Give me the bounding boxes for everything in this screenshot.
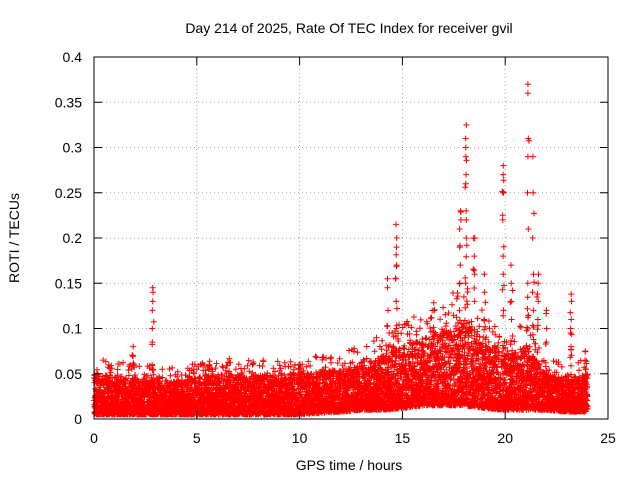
x-tick-label: 20 — [497, 430, 513, 446]
x-axis-label: GPS time / hours — [296, 457, 403, 473]
x-tick-label: 5 — [193, 430, 201, 446]
chart-title: Day 214 of 2025, Rate Of TEC Index for r… — [185, 20, 512, 36]
x-tick-label: 15 — [395, 430, 411, 446]
y-tick-label: 0.15 — [55, 275, 82, 291]
y-tick-label: 0 — [74, 411, 82, 427]
y-tick-label: 0.4 — [63, 49, 83, 65]
x-tick-label: 0 — [90, 430, 98, 446]
axis-ticks — [93, 56, 609, 420]
x-tick-label: 25 — [600, 430, 616, 446]
y-tick-label: 0.3 — [63, 140, 83, 156]
y-tick-label: 0.35 — [55, 94, 82, 110]
y-tick-label: 0.2 — [63, 230, 83, 246]
y-tick-label: 0.25 — [55, 185, 82, 201]
y-tick-label: 0.05 — [55, 366, 82, 382]
y-tick-label: 0.1 — [63, 321, 83, 337]
x-tick-label: 10 — [292, 430, 308, 446]
y-axis-label: ROTI / TECUs — [6, 193, 22, 283]
tick-labels: 0 5 10 15 20 25 0 0.05 0.1 0.15 0.2 0.25 0.3 0.35 0.4 — [55, 49, 616, 446]
